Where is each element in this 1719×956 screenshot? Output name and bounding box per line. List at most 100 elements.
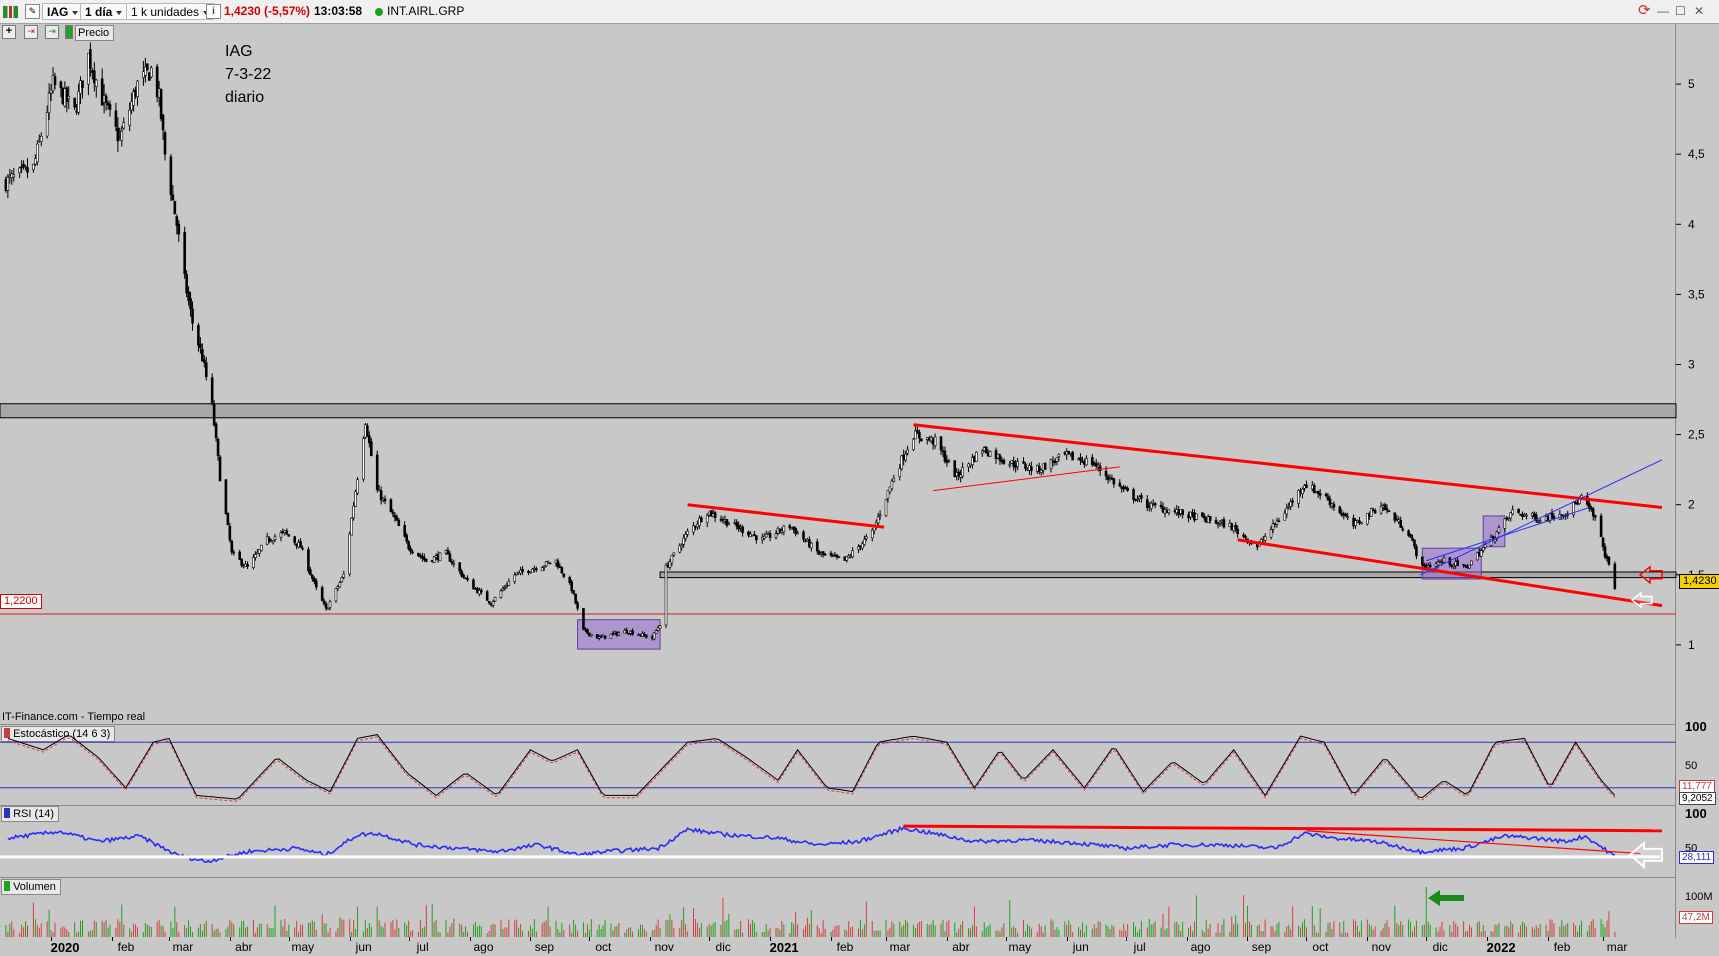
candle: [680, 543, 683, 551]
candle: [1140, 492, 1143, 503]
candle: [1552, 513, 1556, 521]
candle: [540, 565, 544, 572]
candle: [1338, 505, 1342, 515]
add-icon[interactable]: +: [2, 25, 16, 39]
candle: [1381, 503, 1385, 512]
candle: [1234, 521, 1237, 533]
candle: [1314, 491, 1318, 494]
candle: [1340, 509, 1344, 517]
close-button[interactable]: ✕: [1694, 4, 1705, 18]
candle-body: [1586, 495, 1589, 505]
candle-body: [739, 526, 742, 529]
candle-body: [601, 634, 605, 638]
candle-body: [1228, 522, 1232, 527]
candle-body: [242, 565, 245, 568]
compare-icon[interactable]: ✎: [25, 4, 40, 19]
candle: [631, 628, 634, 636]
candle: [927, 435, 931, 442]
candle-body: [1092, 462, 1096, 466]
info-icon[interactable]: i: [206, 4, 221, 19]
candle: [1002, 458, 1006, 465]
candle: [1230, 522, 1234, 531]
candle-body: [1261, 539, 1265, 542]
candle: [395, 514, 399, 522]
stochastic-label[interactable]: Estocástico (14 6 3): [1, 726, 116, 742]
candle: [1035, 464, 1039, 474]
candle-body: [163, 132, 167, 155]
units-select[interactable]: 1 k unidades: [126, 3, 215, 20]
candle-body: [1067, 451, 1071, 454]
candle: [1352, 514, 1355, 529]
candle: [320, 585, 324, 602]
x-tick-label: 2022: [1486, 940, 1516, 955]
candle: [1289, 498, 1293, 511]
candle: [727, 521, 731, 526]
candle: [1187, 511, 1190, 523]
candle-body: [379, 490, 383, 501]
candle-body: [491, 601, 495, 606]
candle-body: [1269, 529, 1273, 538]
price-tab[interactable]: Precio: [75, 25, 115, 41]
candle: [774, 530, 778, 540]
restore-button[interactable]: ☐: [1675, 4, 1686, 18]
candle: [1000, 456, 1004, 465]
chart-type-icon[interactable]: [3, 6, 18, 18]
color-swatch-icon[interactable]: [65, 25, 73, 39]
candle-body: [254, 554, 257, 558]
candle-body: [356, 479, 359, 494]
candle-body: [1536, 521, 1540, 523]
candle: [1324, 492, 1328, 498]
candle: [872, 524, 876, 535]
candle-body: [980, 450, 984, 454]
candle-body: [1189, 511, 1192, 518]
symbol-select[interactable]: IAG: [42, 3, 84, 20]
candle: [1574, 500, 1577, 505]
candle-body: [1401, 528, 1404, 531]
candle: [597, 634, 601, 641]
candle-body: [927, 438, 931, 441]
candle: [403, 521, 406, 538]
rsi-label[interactable]: RSI (14): [1, 806, 60, 822]
candle: [6, 174, 10, 199]
candle: [943, 446, 947, 464]
export-icon[interactable]: ⇥: [24, 25, 38, 39]
candle-body: [36, 143, 39, 163]
candle-body: [24, 166, 27, 168]
candle-body: [760, 537, 764, 541]
volume-label[interactable]: Volumen: [1, 879, 61, 895]
candle: [920, 438, 923, 442]
candle-body: [1024, 463, 1027, 469]
candle: [287, 534, 291, 537]
candle: [684, 531, 687, 542]
candle-body: [342, 573, 346, 578]
candle-body: [161, 114, 165, 131]
candle: [650, 634, 654, 641]
candle-body: [1338, 506, 1342, 513]
candle-body: [1356, 520, 1359, 523]
candle-body: [328, 601, 332, 608]
refresh-icon[interactable]: ⟳: [1638, 2, 1651, 19]
candle-body: [1277, 520, 1281, 523]
candle-body: [1008, 463, 1012, 466]
candle-body: [364, 424, 367, 438]
candle: [851, 547, 854, 559]
candle-body: [1043, 463, 1047, 470]
candle: [407, 539, 410, 551]
annotation-line: IAG: [225, 43, 253, 60]
candle-body: [1607, 556, 1611, 565]
window-icon[interactable]: ⇥: [45, 25, 59, 39]
candle: [1613, 561, 1617, 591]
candle: [1126, 486, 1129, 492]
candle-body: [998, 455, 1002, 461]
candle: [1369, 507, 1373, 517]
minimize-button[interactable]: —: [1657, 4, 1669, 18]
candle: [747, 530, 750, 538]
candle: [1077, 457, 1080, 461]
candle: [491, 599, 495, 608]
candle-body: [149, 67, 153, 78]
x-tick-label: 2021: [769, 940, 799, 955]
candle: [686, 528, 689, 538]
timeframe-select[interactable]: 1 día: [80, 3, 128, 20]
candle-body: [505, 585, 509, 587]
